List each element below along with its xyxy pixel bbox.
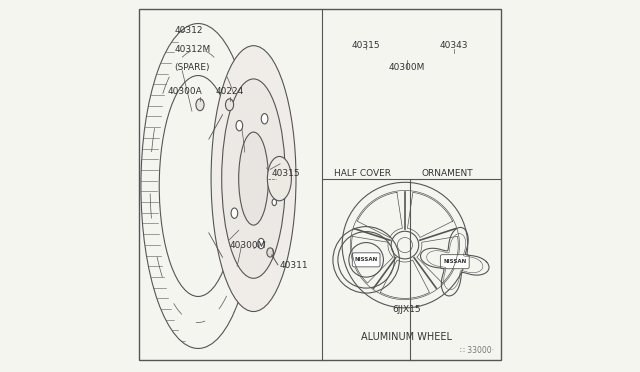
Text: ORNAMENT: ORNAMENT bbox=[422, 169, 473, 177]
Text: ALUMINUM WHEEL: ALUMINUM WHEEL bbox=[361, 332, 452, 342]
Text: 40312: 40312 bbox=[174, 26, 203, 35]
Text: 40343: 40343 bbox=[440, 41, 468, 50]
Text: 40315: 40315 bbox=[352, 41, 380, 50]
Text: 6JJX15: 6JJX15 bbox=[392, 305, 421, 314]
FancyBboxPatch shape bbox=[440, 255, 469, 269]
Ellipse shape bbox=[231, 208, 237, 218]
Ellipse shape bbox=[196, 99, 204, 111]
Ellipse shape bbox=[258, 238, 264, 249]
Text: ∷ 33000·: ∷ 33000· bbox=[460, 346, 493, 355]
Text: 40300M: 40300M bbox=[230, 241, 266, 250]
Text: 40312M: 40312M bbox=[174, 45, 211, 54]
Ellipse shape bbox=[221, 79, 285, 278]
Text: 40224: 40224 bbox=[216, 87, 244, 96]
Text: 40300M: 40300M bbox=[388, 63, 425, 72]
Text: (SPARE): (SPARE) bbox=[174, 63, 210, 72]
Text: HALF COVER: HALF COVER bbox=[334, 169, 391, 177]
Text: NISSAN: NISSAN bbox=[355, 257, 378, 262]
Ellipse shape bbox=[272, 199, 276, 206]
Ellipse shape bbox=[225, 99, 234, 111]
Ellipse shape bbox=[239, 132, 268, 225]
Ellipse shape bbox=[211, 46, 296, 311]
Ellipse shape bbox=[236, 121, 243, 131]
Text: 40315: 40315 bbox=[272, 169, 301, 177]
Ellipse shape bbox=[267, 248, 273, 257]
Ellipse shape bbox=[261, 113, 268, 124]
Text: 40300A: 40300A bbox=[168, 87, 203, 96]
Text: NISSAN: NISSAN bbox=[443, 259, 467, 264]
Text: 40311: 40311 bbox=[280, 261, 308, 270]
Ellipse shape bbox=[268, 157, 291, 201]
FancyBboxPatch shape bbox=[352, 253, 380, 267]
